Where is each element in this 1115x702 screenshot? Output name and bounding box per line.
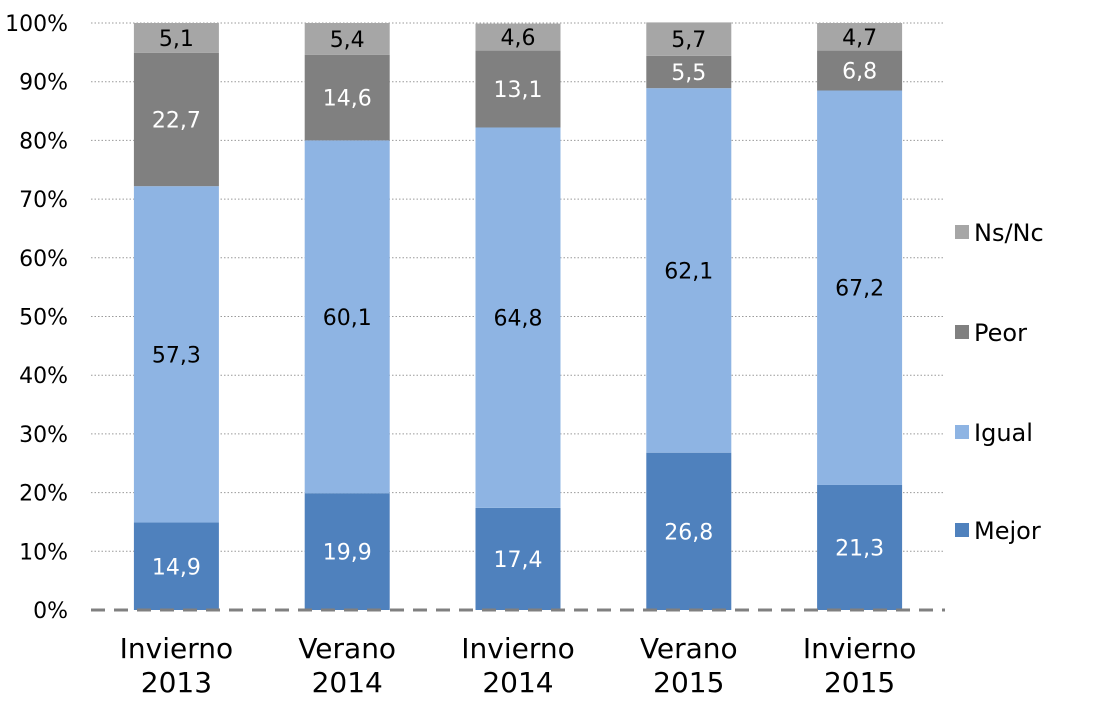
data-label: 60,1 xyxy=(323,306,372,331)
data-label: 64,8 xyxy=(494,307,543,332)
y-tick-label: 80% xyxy=(19,129,68,154)
data-label: 4,7 xyxy=(842,26,877,51)
bar-segment xyxy=(304,140,390,494)
data-label: 4,6 xyxy=(501,26,536,51)
bar-segment xyxy=(475,507,561,610)
data-label: 67,2 xyxy=(835,277,884,302)
data-label: 5,7 xyxy=(671,28,706,53)
x-tick-label: 2014 xyxy=(482,666,553,699)
bar-segment xyxy=(475,127,561,508)
y-tick-label: 70% xyxy=(19,188,68,213)
bar-segment xyxy=(817,90,903,485)
bar-segment xyxy=(646,55,732,89)
data-label: 17,4 xyxy=(494,548,543,573)
data-label: 21,3 xyxy=(835,536,884,561)
y-tick-label: 0% xyxy=(33,599,68,624)
data-label: 26,8 xyxy=(664,520,713,545)
bar-segment xyxy=(817,484,903,610)
x-tick-label: Invierno xyxy=(461,632,574,665)
data-label: 22,7 xyxy=(152,109,201,134)
legend-swatch xyxy=(955,523,969,537)
legend-label: Mejor xyxy=(974,517,1041,545)
y-tick-label: 10% xyxy=(19,540,68,565)
data-label: 5,5 xyxy=(671,61,706,86)
bar-segment xyxy=(817,23,903,51)
bar-segment xyxy=(304,23,390,55)
x-tick-label: 2015 xyxy=(824,666,895,699)
bar-segment xyxy=(133,23,219,53)
data-label: 62,1 xyxy=(664,259,713,284)
legend-label: Igual xyxy=(974,419,1033,447)
data-label: 57,3 xyxy=(152,343,201,368)
bar-segment xyxy=(646,22,732,56)
data-label: 6,8 xyxy=(842,60,877,85)
legend-label: Ns/Nc xyxy=(974,219,1044,247)
bar-segment xyxy=(817,50,903,91)
x-tick-label: Invierno xyxy=(120,632,233,665)
y-tick-label: 40% xyxy=(19,364,68,389)
legend-label: Peor xyxy=(974,319,1027,347)
data-label: 19,9 xyxy=(323,541,372,566)
bar-segment xyxy=(133,522,219,610)
y-tick-label: 30% xyxy=(19,423,68,448)
x-tick-label: Invierno xyxy=(803,632,916,665)
bar-segment xyxy=(475,23,561,51)
x-tick-label: Verano xyxy=(640,632,738,665)
legend-swatch xyxy=(955,425,969,439)
bar-segment xyxy=(646,88,732,453)
data-label: 5,1 xyxy=(159,27,194,52)
data-label: 14,9 xyxy=(152,555,201,580)
bar-segment xyxy=(475,50,561,128)
data-label: 5,4 xyxy=(330,28,365,53)
bar-segment xyxy=(133,52,219,187)
y-tick-label: 20% xyxy=(19,482,68,507)
bar-segment xyxy=(304,493,390,610)
data-label: 14,6 xyxy=(323,87,372,112)
x-tick-label: 2015 xyxy=(653,666,724,699)
y-tick-label: 100% xyxy=(5,12,68,37)
bar-segment xyxy=(304,54,390,141)
x-tick-label: 2014 xyxy=(312,666,383,699)
legend-swatch xyxy=(955,325,969,339)
bar-segment xyxy=(646,452,732,610)
y-tick-label: 50% xyxy=(19,306,68,331)
bar-segment xyxy=(133,186,219,523)
x-tick-label: 2013 xyxy=(141,666,212,699)
x-tick-label: Verano xyxy=(298,632,396,665)
data-label: 13,1 xyxy=(494,78,543,103)
y-tick-label: 60% xyxy=(19,247,68,272)
y-tick-label: 90% xyxy=(19,71,68,96)
legend-swatch xyxy=(955,225,969,239)
